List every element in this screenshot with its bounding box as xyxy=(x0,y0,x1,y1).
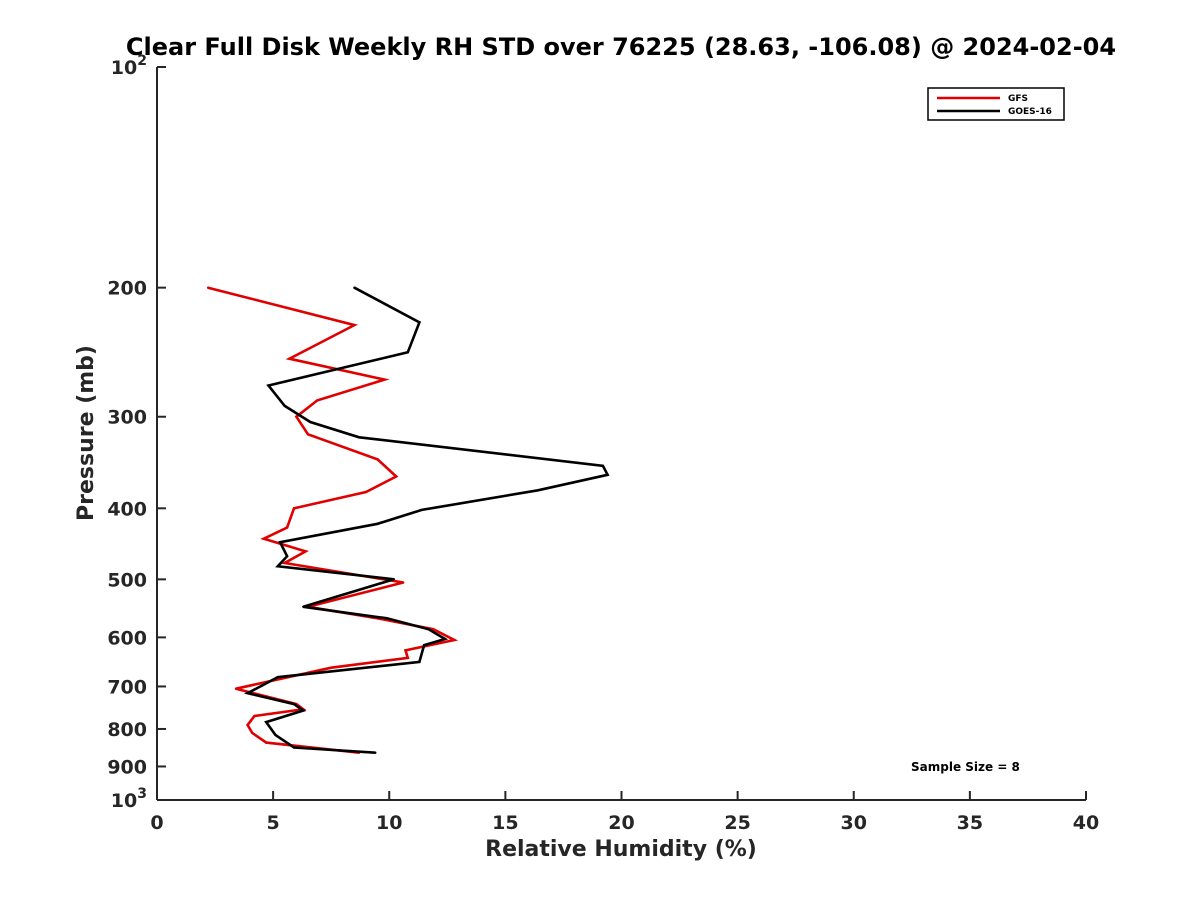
data-point-gfs xyxy=(432,628,435,631)
data-point-goes16 xyxy=(292,746,296,749)
data-point-goes16 xyxy=(278,541,282,544)
data-point-gfs xyxy=(395,475,398,478)
data-point-goes16 xyxy=(246,692,249,695)
data-point-gfs xyxy=(306,433,310,436)
data-point-gfs xyxy=(383,378,386,381)
plot-area: 0 5 10 15 20 25 30 35 40 10220030040050060070080… xyxy=(107,53,1099,834)
data-point-goes16 xyxy=(420,508,423,512)
legend: GFS GOES-16 xyxy=(927,87,1065,121)
data-point-goes16 xyxy=(283,404,286,408)
data-point-goes16 xyxy=(443,637,447,641)
data-point-goes16 xyxy=(606,473,609,476)
y-axis-label: Pressure (mb) xyxy=(74,345,99,521)
x-axis-label: Relative Humidity (%) xyxy=(485,837,757,862)
legend-label-goes16: GOES-16 xyxy=(1008,107,1052,117)
data-point-gfs xyxy=(288,357,291,360)
data-point-goes16 xyxy=(302,605,305,608)
data-point-gfs xyxy=(206,286,210,289)
y-tick-label: 300 xyxy=(107,407,147,429)
x-tick-label: 25 xyxy=(724,812,750,834)
y-tick-label: 600 xyxy=(107,627,147,649)
data-point-gfs xyxy=(295,415,298,418)
data-point-goes16 xyxy=(353,286,356,289)
y-tick-label: 900 xyxy=(107,756,147,778)
data-point-gfs xyxy=(406,656,409,660)
chart-title: Clear Full Disk Weekly RH STD over 76225… xyxy=(126,33,1116,61)
data-point-gfs xyxy=(251,731,254,735)
data-point-gfs xyxy=(404,649,407,652)
data-point-goes16 xyxy=(292,702,296,706)
legend-label-gfs: GFS xyxy=(1008,94,1028,104)
data-point-goes16 xyxy=(302,709,305,712)
series-line-gfs xyxy=(207,286,459,754)
y-tick-label: 500 xyxy=(107,569,147,591)
data-point-goes16 xyxy=(392,578,396,581)
x-tick-label: 40 xyxy=(1073,812,1099,834)
y-tick-label-exponent: 2 xyxy=(137,53,147,69)
data-point-gfs xyxy=(376,458,379,461)
data-point-gfs xyxy=(316,399,319,402)
data-point-goes16 xyxy=(276,565,279,568)
legend-box xyxy=(927,87,1065,121)
sample-size-note: Sample Size = 8 xyxy=(911,760,1020,774)
data-point-gfs xyxy=(304,550,307,553)
x-axis-ticks: 0 5 10 15 20 25 30 35 40 xyxy=(150,791,1099,834)
y-tick-label-exponent: 3 xyxy=(137,786,147,802)
data-point-goes16 xyxy=(385,617,389,620)
y-tick-label: 103 xyxy=(111,786,147,812)
data-point-goes16 xyxy=(267,384,270,387)
data-point-gfs xyxy=(285,526,289,529)
data-point-gfs xyxy=(453,638,456,642)
x-tick-label: 20 xyxy=(608,812,634,834)
data-point-goes16 xyxy=(374,751,377,754)
data-point-goes16 xyxy=(418,660,421,664)
x-tick-label: 30 xyxy=(841,812,867,834)
data-point-gfs xyxy=(402,581,405,584)
data-point-gfs xyxy=(292,507,296,510)
data-point-gfs xyxy=(364,490,368,494)
x-tick-label: 5 xyxy=(267,812,280,834)
data-point-goes16 xyxy=(276,676,279,679)
data-point-gfs xyxy=(253,714,256,718)
y-tick-label: 102 xyxy=(111,53,147,79)
data-point-goes16 xyxy=(418,321,421,324)
data-point-goes16 xyxy=(265,720,268,724)
data-point-gfs xyxy=(330,666,333,669)
y-tick-label: 200 xyxy=(107,278,147,300)
data-point-goes16 xyxy=(422,644,426,647)
series-line-goes16 xyxy=(243,286,610,754)
x-tick-label: 35 xyxy=(957,812,983,834)
data-point-goes16 xyxy=(427,628,430,631)
y-tick-label: 400 xyxy=(107,498,147,520)
data-point-goes16 xyxy=(274,733,277,737)
data-point-goes16 xyxy=(309,420,312,424)
y-tick-label: 800 xyxy=(107,719,147,741)
data-point-goes16 xyxy=(601,464,605,467)
x-tick-label: 0 xyxy=(150,812,163,834)
y-tick-label-base: 10 xyxy=(111,57,137,79)
y-tick-label-base: 10 xyxy=(111,790,137,812)
data-point-goes16 xyxy=(376,522,379,525)
data-point-goes16 xyxy=(285,555,289,558)
x-tick-label: 15 xyxy=(492,812,518,834)
data-point-gfs xyxy=(353,323,356,327)
data-point-gfs xyxy=(246,723,249,727)
y-tick-label: 700 xyxy=(107,676,147,698)
data-point-goes16 xyxy=(536,489,540,492)
data-point-gfs xyxy=(265,741,268,744)
x-tick-label: 10 xyxy=(376,812,402,834)
data-point-goes16 xyxy=(357,436,361,439)
data-point-gfs xyxy=(283,561,286,565)
data-point-gfs xyxy=(262,537,265,540)
data-point-goes16 xyxy=(406,351,409,354)
series-layer xyxy=(206,286,610,754)
data-point-gfs xyxy=(234,687,238,690)
